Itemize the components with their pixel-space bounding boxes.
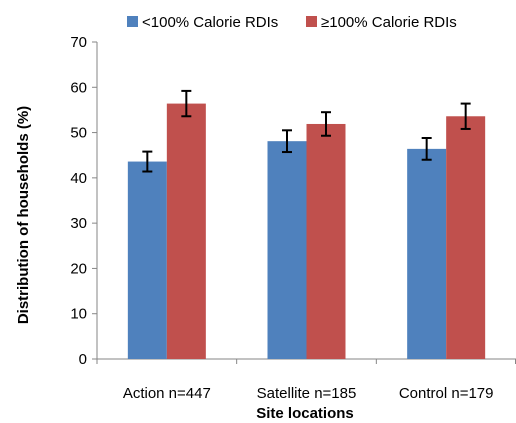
legend-item: <100% Calorie RDIs bbox=[127, 14, 278, 31]
bar bbox=[127, 161, 167, 359]
bar bbox=[407, 148, 447, 359]
y-tick-label: 60 bbox=[70, 79, 87, 96]
legend: <100% Calorie RDIs ≥100% Calorie RDIs bbox=[127, 14, 457, 31]
x-axis-title: Site locations bbox=[256, 405, 354, 422]
bars bbox=[127, 103, 486, 360]
bar bbox=[446, 116, 486, 359]
y-tick-label: 70 bbox=[70, 34, 87, 51]
y-axis-title: Distribution of households (%) bbox=[15, 106, 32, 324]
legend-swatch bbox=[306, 16, 317, 27]
y-tick-label: 30 bbox=[70, 215, 87, 232]
y-tick-label: 0 bbox=[79, 351, 87, 368]
y-tick-label: 40 bbox=[70, 170, 87, 187]
x-axis: Action n=447 Satellite n=185 Control n=179 bbox=[96, 358, 516, 402]
bar bbox=[267, 141, 307, 359]
error-bars bbox=[142, 89, 471, 173]
x-tick-label: Action n=447 bbox=[123, 385, 211, 402]
legend-item: ≥100% Calorie RDIs bbox=[306, 14, 457, 31]
bar bbox=[306, 123, 346, 360]
y-axis: 0 10 20 30 40 50 60 70 bbox=[70, 34, 98, 368]
y-tick-label: 20 bbox=[70, 260, 87, 277]
x-tick-label: Satellite n=185 bbox=[257, 385, 357, 402]
legend-label: ≥100% Calorie RDIs bbox=[321, 14, 457, 31]
legend-swatch bbox=[127, 16, 138, 27]
legend-label: <100% Calorie RDIs bbox=[142, 14, 278, 31]
bar bbox=[166, 103, 206, 360]
y-tick-label: 10 bbox=[70, 306, 87, 323]
x-tick-label: Control n=179 bbox=[399, 385, 494, 402]
y-tick-label: 50 bbox=[70, 125, 87, 142]
